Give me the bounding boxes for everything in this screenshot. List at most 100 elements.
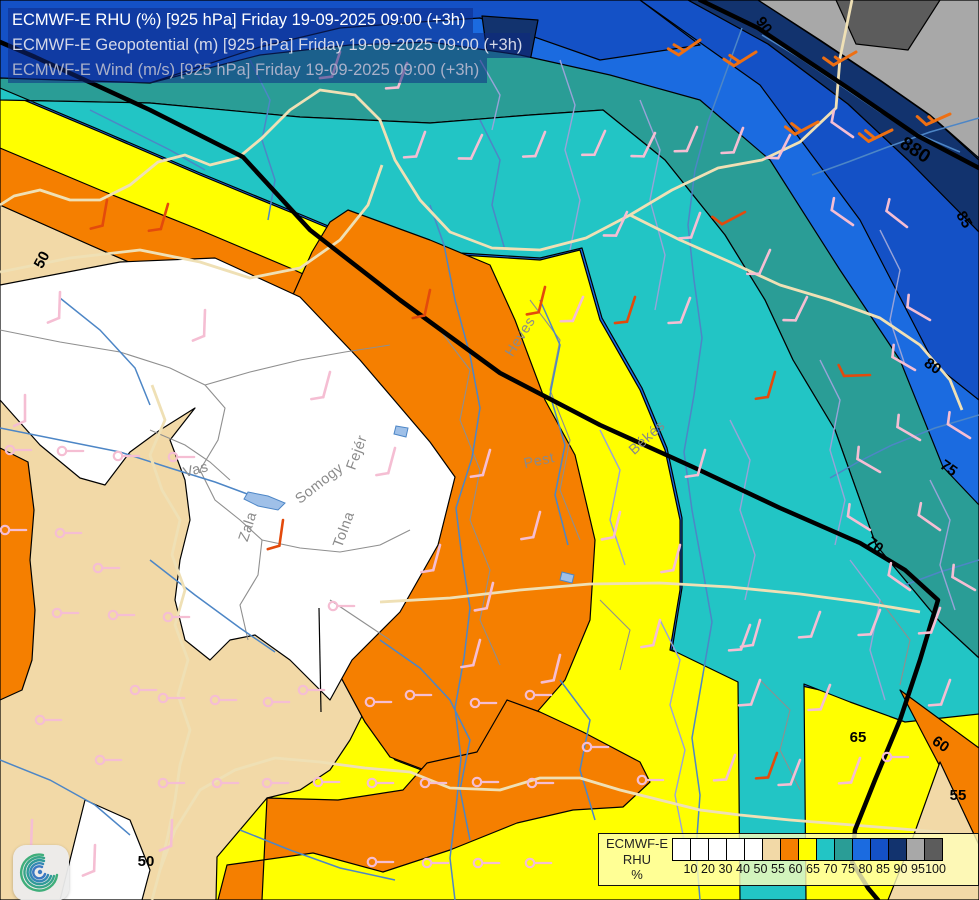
wind-barb (540, 653, 562, 684)
legend-swatch (797, 838, 817, 861)
calm-wind-marker (327, 600, 356, 612)
wind-barb (310, 370, 332, 401)
legend-swatch (761, 838, 781, 861)
wind-barb (737, 678, 762, 707)
calm-wind-marker (881, 751, 910, 763)
legend-tick-labels: 10 20 30 40 50 55 60 65 70 75 80 85 90 95 100 (673, 862, 973, 878)
river (819, 359, 846, 546)
calm-wind-marker (0, 524, 28, 536)
calm-wind-marker (167, 451, 196, 463)
river (811, 117, 979, 176)
wind-barb (581, 129, 607, 157)
lake-balaton (243, 491, 286, 511)
wind-barb (782, 295, 809, 322)
wind-barb (460, 638, 482, 669)
wind-barb (885, 197, 909, 229)
county-label: Pest (522, 450, 556, 472)
calm-wind-marker (51, 607, 80, 619)
wind-barb (915, 112, 952, 127)
wind-barb (684, 448, 707, 479)
wind-barb (559, 295, 585, 323)
legend-tick-label: 75 (841, 862, 855, 876)
wind-barb (720, 126, 745, 155)
wind-barb (520, 510, 542, 541)
contour-seg (318, 607, 322, 713)
wind-barb (147, 202, 170, 233)
county-label: Vas (182, 459, 211, 481)
met-service-logo (13, 845, 69, 900)
legend-tick-label: 30 (718, 862, 733, 876)
calm-wind-marker (471, 776, 500, 788)
wind-barb (857, 128, 894, 143)
wind-barb (375, 446, 397, 477)
contour-label: 55 (950, 787, 967, 804)
legend-swatch (851, 838, 871, 861)
river (829, 414, 979, 479)
legend-tick-label: 90 (893, 862, 908, 876)
calm-wind-marker (34, 714, 63, 726)
river (0, 427, 251, 496)
wind-barb (830, 196, 855, 227)
country-border (150, 756, 941, 900)
legend-swatch (779, 838, 799, 861)
river (149, 559, 276, 653)
legend-label-model: ECMWF-E (605, 836, 669, 851)
wind-barb (857, 608, 882, 637)
county-boundary (261, 529, 411, 553)
calm-wind-marker (261, 777, 290, 789)
wind-barb (660, 543, 682, 574)
legend-label: ECMWF-E RHU % (603, 836, 671, 883)
wind-barb (722, 50, 758, 68)
river (559, 679, 596, 821)
wind-barb (746, 248, 772, 276)
river (59, 297, 151, 406)
wind-barb (927, 678, 952, 707)
river (0, 759, 131, 836)
small-lake (393, 425, 409, 438)
wind-barb (906, 293, 932, 322)
calm-wind-marker (526, 777, 555, 789)
region-rh-90-95 (757, 0, 979, 159)
wind-barb (754, 751, 779, 780)
calm-wind-marker (524, 689, 553, 701)
wind-barb (887, 561, 912, 592)
country-border (629, 213, 964, 411)
wind-barb (402, 130, 427, 159)
spiral-logo-icon (19, 853, 59, 892)
wind-barb (677, 211, 702, 240)
wind-barb (846, 502, 872, 532)
calm-wind-marker (312, 776, 341, 788)
legend-swatch (689, 838, 709, 861)
legend-swatch (923, 838, 943, 861)
legend-tick-label: 60 (788, 862, 803, 876)
county-boundary (599, 599, 631, 671)
calm-wind-marker (94, 754, 123, 766)
calm-wind-marker (469, 697, 498, 709)
calm-wind-marker (262, 696, 291, 708)
county-boundary (439, 329, 501, 666)
wind-barb (896, 413, 922, 442)
wind-barb (411, 288, 432, 320)
river (639, 99, 666, 311)
wind-barb (420, 543, 442, 574)
calm-wind-marker (366, 777, 395, 789)
wind-barb (640, 618, 662, 649)
wind-barb (473, 581, 495, 612)
legend-label-unit: % (631, 867, 643, 882)
river (479, 119, 506, 251)
wind-barb (830, 108, 855, 139)
calm-wind-marker (92, 562, 121, 574)
river (539, 299, 569, 546)
wind-barb (521, 130, 547, 158)
wind-barb (266, 518, 285, 551)
legend-label-param: RHU (622, 851, 652, 867)
small-lake (559, 571, 575, 584)
calm-wind-marker (636, 774, 665, 786)
calm-wind-marker (54, 527, 83, 539)
wind-barb (891, 343, 917, 372)
wind-barb (46, 290, 62, 324)
legend-swatch (833, 838, 853, 861)
wind-barb (602, 210, 629, 237)
legend-swatch (671, 838, 691, 861)
calm-wind-marker (364, 696, 393, 708)
